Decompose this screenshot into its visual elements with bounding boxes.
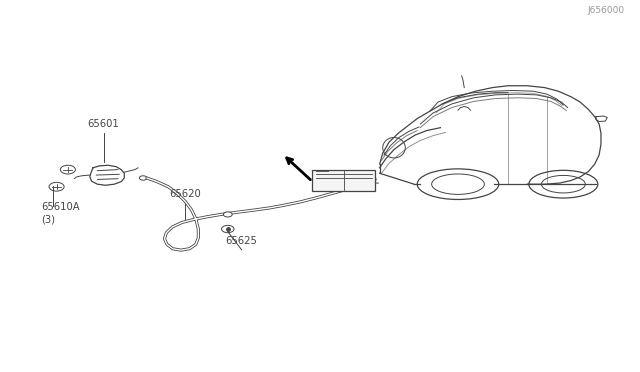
Text: 65625: 65625 xyxy=(226,236,257,246)
Text: 65610A
(3): 65610A (3) xyxy=(41,202,79,224)
Bar xyxy=(312,170,375,192)
Circle shape xyxy=(223,212,232,217)
Text: 65601: 65601 xyxy=(88,119,120,129)
Text: J656000: J656000 xyxy=(587,6,624,15)
Text: 65620: 65620 xyxy=(169,189,201,199)
